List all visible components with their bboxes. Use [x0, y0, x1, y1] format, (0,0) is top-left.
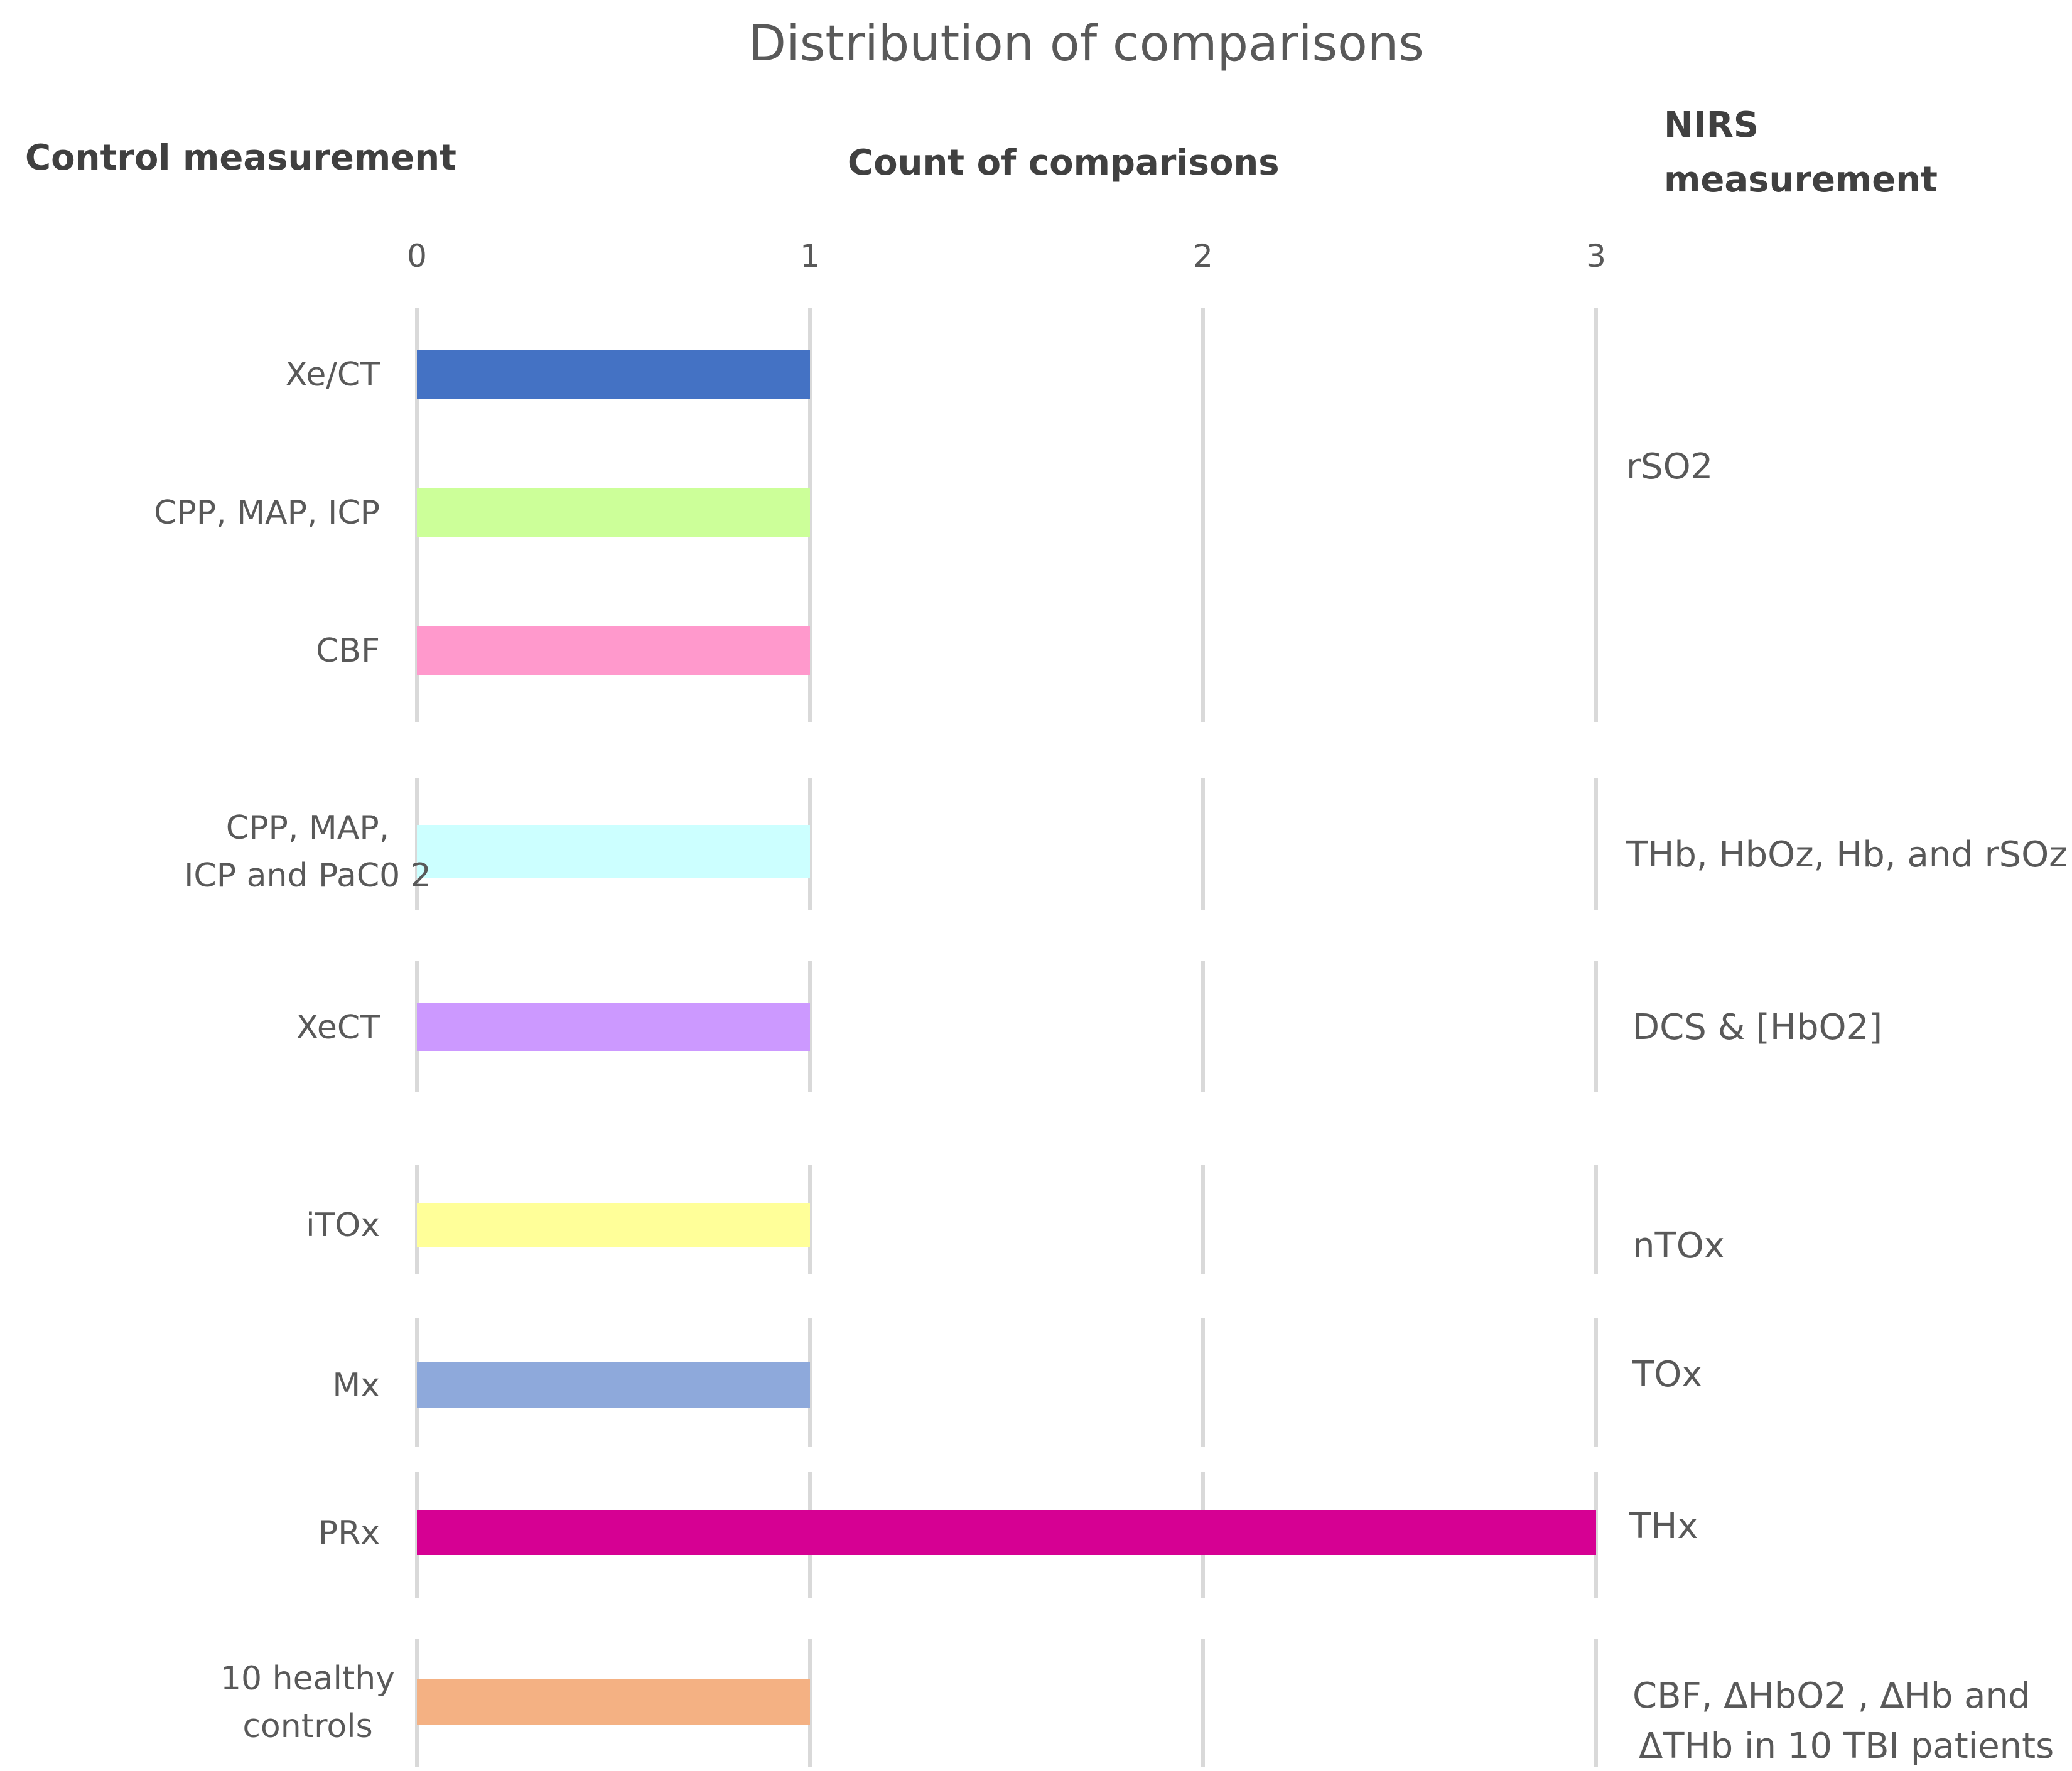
x-axis-label: Count of comparisons — [848, 143, 1280, 183]
nirs-measurement-label: THb, HbOz, Hb, and rSOz — [1626, 834, 2068, 875]
category-label: PRx — [318, 1514, 380, 1552]
x-tick-label: 2 — [1193, 238, 1213, 274]
nirs-measurement-label: CBF, ΔHbO2 , ΔHb and ΔTHb in 10 TBI patie… — [1632, 1676, 2054, 1767]
category-label: iTOx — [306, 1207, 380, 1244]
category-label: CPP, MAP, ICP and PaC0 2 — [184, 809, 431, 895]
bar — [417, 1679, 810, 1725]
right-header-line-2: measurement — [1664, 159, 1938, 200]
bar — [417, 488, 810, 537]
category-label: CBF — [316, 632, 380, 670]
x-tick-label: 0 — [407, 238, 427, 274]
right-header-line-1: NIRS — [1664, 105, 1759, 146]
bar — [417, 626, 810, 675]
x-tick-label: 3 — [1586, 238, 1606, 274]
category-label: Mx — [332, 1367, 380, 1404]
bar — [417, 1203, 810, 1247]
category-label: XeCT — [296, 1009, 380, 1047]
bar — [417, 350, 810, 399]
nirs-measurement-label: nTOx — [1632, 1225, 1725, 1266]
bar — [417, 1362, 810, 1408]
nirs-measurement-label: THx — [1629, 1506, 1698, 1547]
nirs-measurement-label: DCS & [HbO2] — [1632, 1007, 1882, 1048]
x-tick-label: 1 — [800, 238, 820, 274]
nirs-measurement-label: rSO2 — [1626, 446, 1713, 487]
bar — [417, 1510, 1596, 1555]
nirs-measurement-label: TOx — [1632, 1354, 1702, 1395]
left-header: Control measurement — [25, 137, 456, 178]
bar — [417, 825, 810, 878]
category-label: Xe/CT — [285, 356, 380, 394]
category-label: CPP, MAP, ICP — [154, 494, 380, 532]
chart-title: Distribution of comparisons — [748, 16, 1424, 72]
bar — [417, 1003, 810, 1051]
category-label: 10 healthy controls — [220, 1660, 395, 1745]
